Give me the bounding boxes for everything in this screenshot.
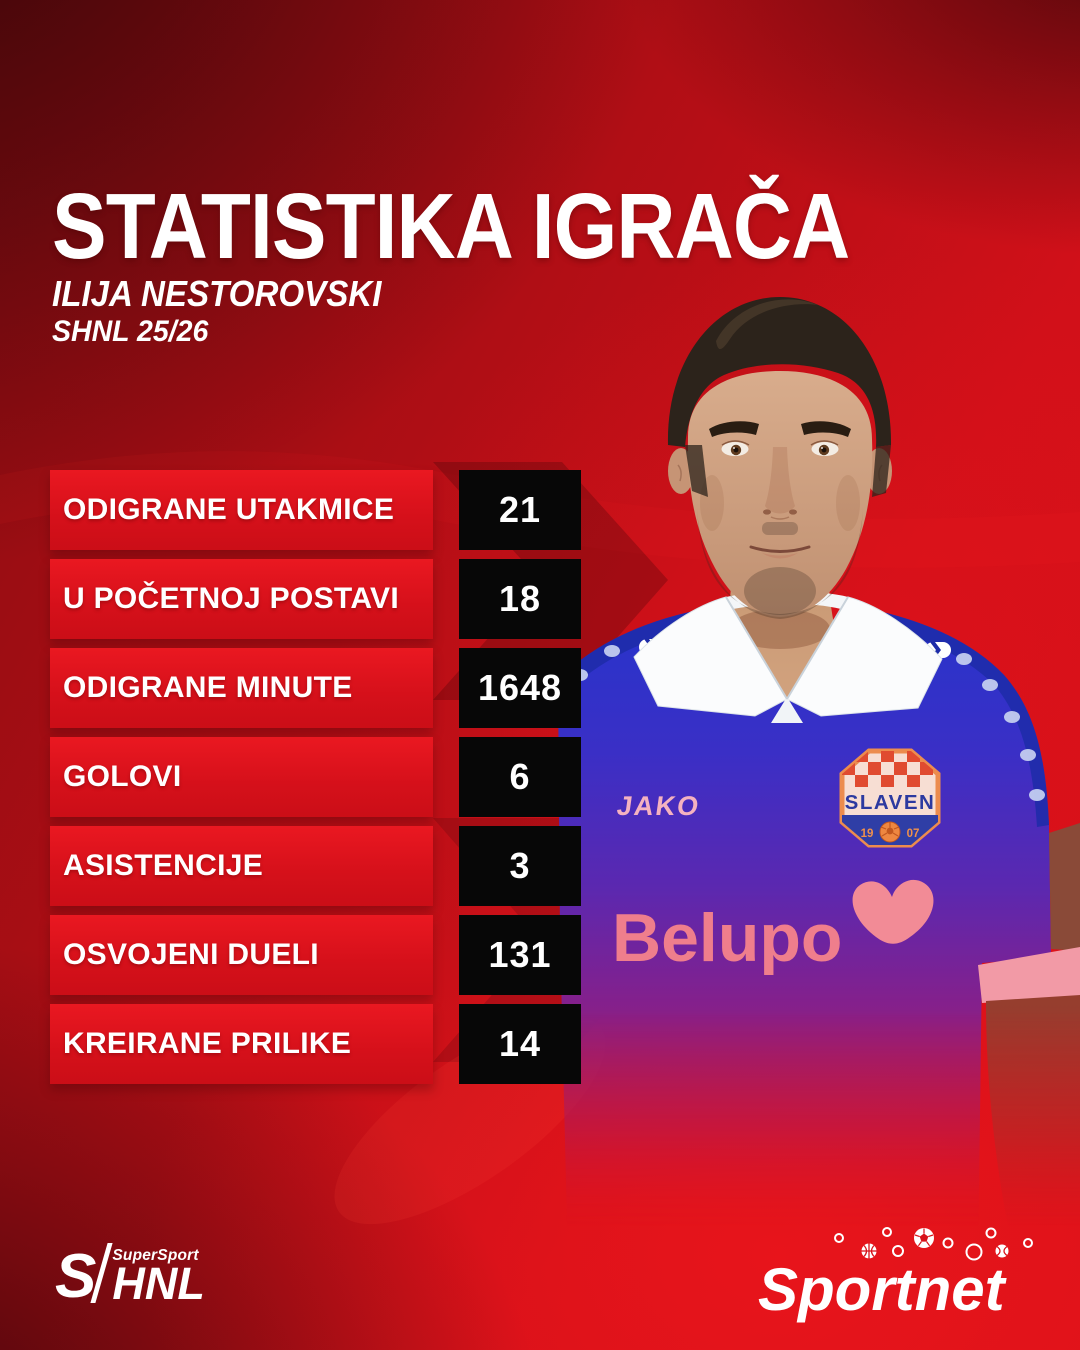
stat-value-box: 3 [459, 826, 581, 906]
sponsor-heart-icon [852, 879, 934, 944]
player-stubble [697, 507, 863, 619]
stat-label: ODIGRANE UTAKMICE [63, 493, 395, 526]
stat-label: GOLOVI [63, 760, 182, 793]
bubble-icons [834, 1227, 1033, 1261]
player-nose [763, 447, 797, 520]
crest-year-left: 19 [861, 828, 874, 840]
stat-label: ODIGRANE MINUTE [63, 671, 353, 704]
stat-label-bar: U POČETNOJ POSTAVI [50, 559, 433, 639]
club-crest: SLAVEN 19 07 [839, 748, 941, 848]
crest-name: SLAVEN [845, 791, 936, 814]
sportnet-logo: Sportnet [758, 1222, 1046, 1320]
stat-label-bar: ODIGRANE UTAKMICE [50, 470, 433, 550]
stat-label-bar: ASISTENCIJE [50, 826, 433, 906]
stat-label-bar: OSVOJENI DUELI [50, 915, 433, 995]
jersey-collar [633, 591, 943, 723]
stat-label-bar: ODIGRANE MINUTE [50, 648, 433, 728]
stat-value-box: 18 [459, 559, 581, 639]
stat-label: ASISTENCIJE [63, 849, 264, 882]
player-eyebrows [709, 421, 851, 437]
player-eyes [721, 440, 839, 456]
stat-row: ODIGRANE UTAKMICE 21 [50, 470, 581, 550]
basketball-icon [861, 1243, 877, 1259]
stat-value: 6 [509, 756, 531, 797]
stat-value-box: 1648 [459, 648, 581, 728]
stat-row: U POČETNOJ POSTAVI 18 [50, 559, 581, 639]
player-head [667, 297, 892, 619]
player-right-arm [978, 823, 1080, 1237]
jersey-brand-logo: JAKO [615, 790, 702, 821]
stat-row: ODIGRANE MINUTE 1648 [50, 648, 581, 728]
hnl-wordmark: HNL [112, 1258, 205, 1310]
stat-row: ASISTENCIJE 3 [50, 826, 581, 906]
player-photo: JAKO SLAVEN 19 07 Bel [558, 297, 1080, 1265]
tennis-ball-icon [995, 1244, 1009, 1258]
page-title: STATISTIKA IGRAČA [52, 174, 850, 278]
supersport-shnl-logo: S SuperSport HNL [55, 1242, 205, 1312]
stat-value: 3 [509, 845, 531, 886]
stat-label-bar: KREIRANE PRILIKE [50, 1004, 433, 1084]
sportnet-balls-icons [834, 1227, 1033, 1261]
shnl-initial: S [55, 1242, 96, 1312]
sportnet-wordmark: Sportnet [758, 1256, 1005, 1323]
shnl-text-column: SuperSport HNL [112, 1246, 205, 1310]
supersport-wordmark: SuperSport [112, 1246, 199, 1264]
crest-ball-icon [879, 821, 901, 843]
stat-value: 21 [498, 489, 542, 530]
season-label: SHNL 25/26 [52, 315, 209, 348]
stat-label: KREIRANE PRILIKE [63, 1027, 352, 1060]
football-icon [914, 1228, 934, 1248]
stat-value: 1648 [477, 667, 563, 708]
stat-value: 14 [498, 1023, 542, 1064]
player-name: ILIJA NESTOROVSKI [52, 273, 382, 314]
stat-value-box: 6 [459, 737, 581, 817]
stat-row: OSVOJENI DUELI 131 [50, 915, 581, 995]
stat-value-box: 131 [459, 915, 581, 995]
stat-label: U POČETNOJ POSTAVI [63, 582, 400, 615]
sponsor-logo: Belupo [612, 879, 934, 976]
stat-value-box: 14 [459, 1004, 581, 1084]
crest-year-right: 07 [907, 828, 920, 840]
player-mouth [749, 545, 811, 559]
sponsor-wordmark: Belupo [612, 900, 842, 976]
stat-row: GOLOVI 6 [50, 737, 581, 817]
stat-value-box: 21 [459, 470, 581, 550]
stat-value: 18 [498, 578, 542, 619]
stat-label-bar: GOLOVI [50, 737, 433, 817]
stat-row: KREIRANE PRILIKE 14 [50, 1004, 581, 1084]
stat-label: OSVOJENI DUELI [63, 938, 319, 971]
stat-value: 131 [488, 934, 552, 975]
